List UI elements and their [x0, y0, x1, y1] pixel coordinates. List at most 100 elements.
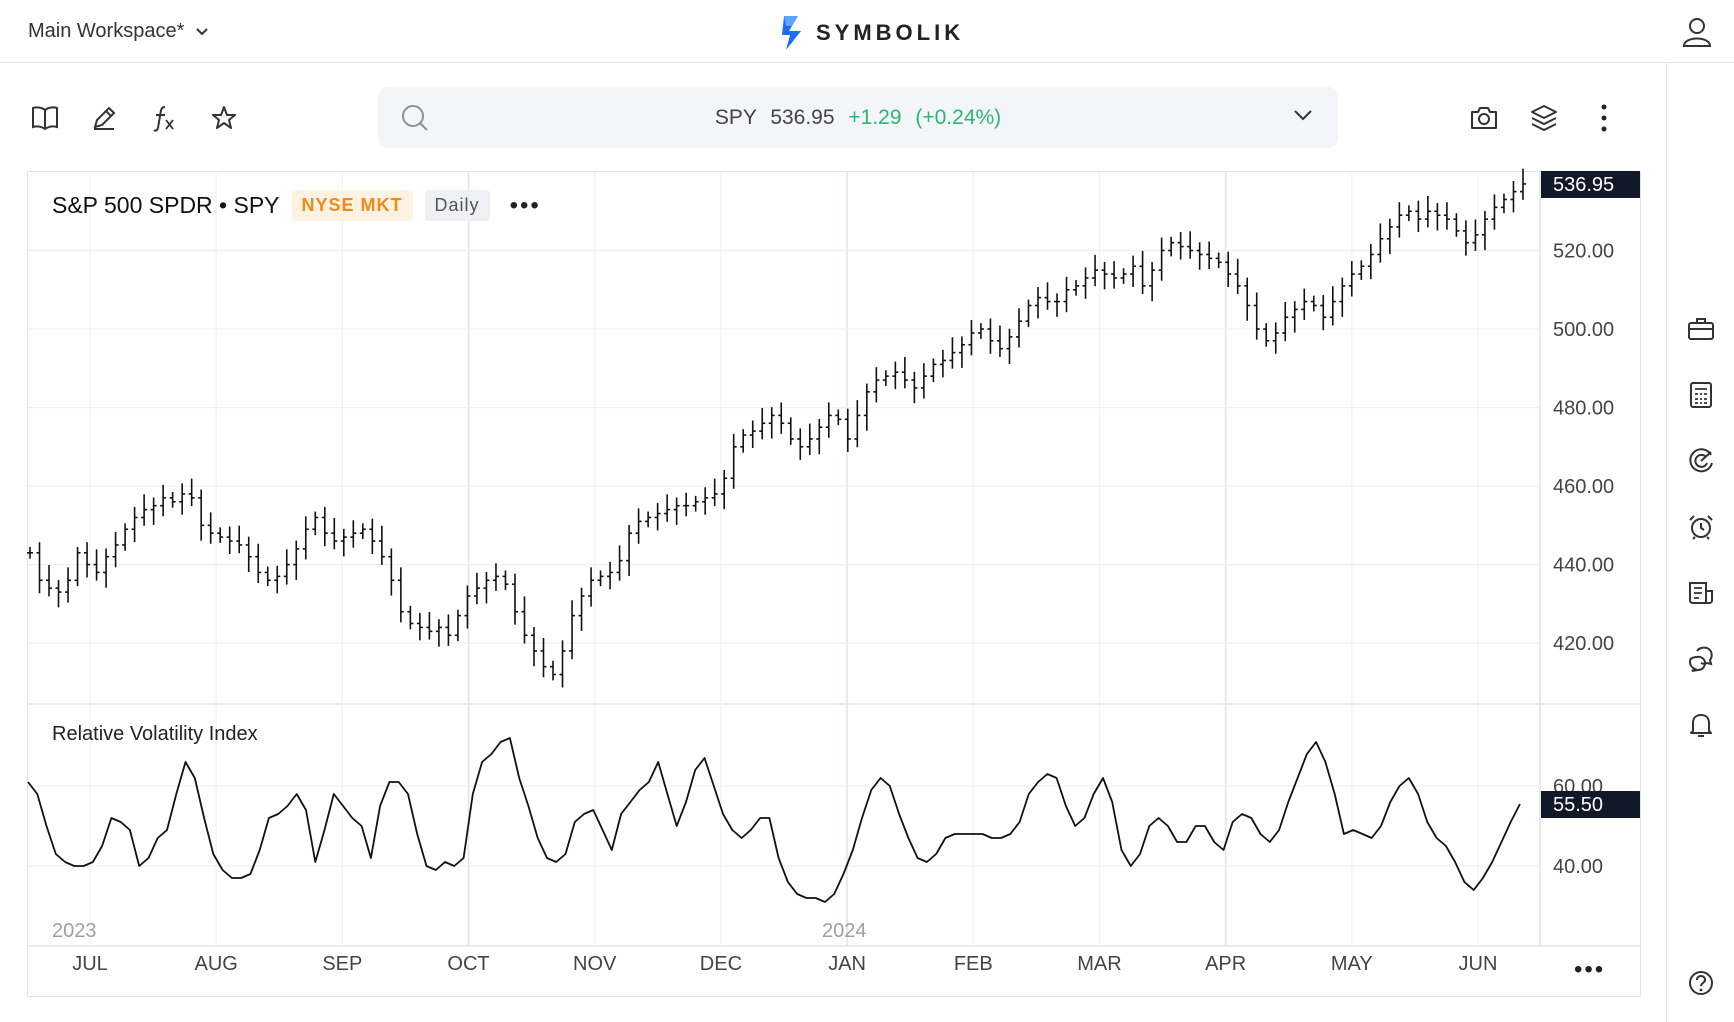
y-tick-label: 440.00 — [1553, 555, 1614, 577]
ohlc-bar — [217, 527, 224, 543]
ohlc-bar — [1139, 250, 1146, 295]
y-tick-label: 500.00 — [1553, 319, 1614, 341]
x-tick-label: MAY — [1331, 953, 1373, 975]
pencil-icon[interactable] — [88, 102, 120, 134]
news-icon[interactable] — [1686, 578, 1716, 608]
ohlc-bar — [131, 506, 138, 543]
ohlc-bar — [1500, 193, 1507, 214]
ohlc-bar — [1082, 267, 1089, 299]
chart-frame — [27, 171, 1641, 997]
ohlc-bar — [55, 579, 62, 608]
chevron-down-icon[interactable] — [1292, 107, 1314, 128]
ohlc-bar — [578, 587, 585, 631]
ohlc-bar — [236, 525, 243, 554]
ohlc-bar — [664, 494, 671, 522]
ohlc-bar — [226, 526, 233, 554]
ohlc-bar — [46, 564, 53, 597]
y-tick-label: 420.00 — [1553, 633, 1614, 655]
ohlc-bar — [825, 402, 832, 438]
search-icon — [400, 103, 430, 138]
briefcase-icon[interactable] — [1686, 314, 1716, 344]
ohlc-bar — [1206, 241, 1213, 269]
ohlc-bar — [550, 660, 557, 681]
ohlc-bar — [1291, 301, 1298, 333]
radar-icon[interactable] — [1686, 446, 1716, 476]
ohlc-bar — [198, 489, 205, 541]
ohlc-bar — [1453, 213, 1460, 237]
user-icon[interactable] — [1682, 16, 1712, 53]
ohlc-bar — [1177, 232, 1184, 260]
quote-price: 536.95 — [770, 106, 835, 129]
ohlc-bar — [1519, 168, 1526, 200]
ohlc-bar — [1348, 261, 1355, 297]
ohlc-bar — [1025, 299, 1032, 328]
ohlc-bar — [588, 567, 595, 607]
x-tick-label: JUL — [72, 953, 108, 975]
brand-logo: SYMBOLIK — [780, 14, 964, 52]
ohlc-bar — [768, 407, 775, 439]
x-tick-label: FEB — [954, 953, 993, 975]
ohlc-bar — [1101, 261, 1108, 290]
ohlc-bar — [1443, 202, 1450, 230]
ohlc-bar — [1320, 294, 1327, 331]
calculator-icon[interactable] — [1686, 380, 1716, 410]
ohlc-bar — [369, 518, 376, 554]
x-tick-label: SEP — [322, 953, 362, 975]
axis-more-button[interactable]: ••• — [1574, 956, 1606, 983]
kebab-icon[interactable] — [1588, 102, 1620, 134]
ohlc-bar — [1434, 203, 1441, 231]
ohlc-bar — [1329, 286, 1336, 326]
layers-icon[interactable] — [1528, 102, 1560, 134]
ohlc-bar — [1358, 260, 1365, 280]
ohlc-bar — [74, 546, 81, 587]
indicator-label: Relative Volatility Index — [52, 723, 258, 745]
ohlc-bar — [1424, 195, 1431, 228]
ohlc-bar — [797, 428, 804, 460]
ohlc-bar — [407, 605, 414, 630]
ohlc-bar — [1272, 322, 1279, 354]
year-label: 2023 — [52, 920, 97, 942]
year-label: 2024 — [822, 920, 867, 942]
ohlc-bar — [179, 483, 186, 515]
legend-more-button[interactable]: ••• — [509, 191, 541, 219]
ohlc-bar — [1196, 242, 1203, 270]
interval-badge[interactable]: Daily — [424, 190, 490, 221]
ohlc-bar — [521, 596, 528, 644]
ohlc-bar — [1386, 218, 1393, 255]
ohlc-bar — [635, 508, 642, 544]
ohlc-bar — [27, 546, 33, 559]
ohlc-bar — [1063, 276, 1070, 313]
ohlc-bar — [359, 523, 366, 540]
brand-name: SYMBOLIK — [816, 20, 965, 45]
alarm-clock-icon[interactable] — [1686, 512, 1716, 542]
ohlc-bar — [274, 565, 281, 594]
ohlc-bar — [312, 511, 319, 536]
chat-icon[interactable] — [1686, 644, 1716, 674]
ohlc-bar — [1491, 194, 1498, 230]
bell-icon[interactable] — [1686, 710, 1716, 740]
workspace-label: Main Workspace* — [28, 20, 185, 42]
ohlc-bar — [968, 320, 975, 356]
book-icon[interactable] — [29, 102, 61, 134]
ohlc-bar — [882, 370, 889, 386]
star-icon[interactable] — [208, 102, 240, 134]
ohlc-bar — [302, 516, 309, 560]
ohlc-bar — [483, 572, 490, 604]
help-icon[interactable] — [1686, 968, 1716, 998]
ohlc-bar — [1510, 181, 1517, 213]
ohlc-bar — [958, 336, 965, 368]
ohlc-bar — [1111, 261, 1118, 289]
quote-change: +1.29 — [848, 106, 902, 129]
workspace-selector[interactable]: Main Workspace* — [28, 20, 210, 43]
ohlc-bar — [607, 561, 614, 590]
ohlc-bar — [1481, 210, 1488, 251]
camera-icon[interactable] — [1468, 102, 1500, 134]
ohlc-bar — [901, 356, 908, 389]
ohlc-bar — [1187, 231, 1194, 259]
ohlc-bar — [654, 502, 661, 531]
chart-title: S&P 500 SPDR • SPY — [52, 192, 280, 218]
ohlc-bar — [892, 361, 899, 390]
function-icon[interactable] — [148, 102, 180, 134]
symbol-search-bar[interactable]: SPY 536.95 +1.29 (+0.24%) — [378, 87, 1338, 148]
